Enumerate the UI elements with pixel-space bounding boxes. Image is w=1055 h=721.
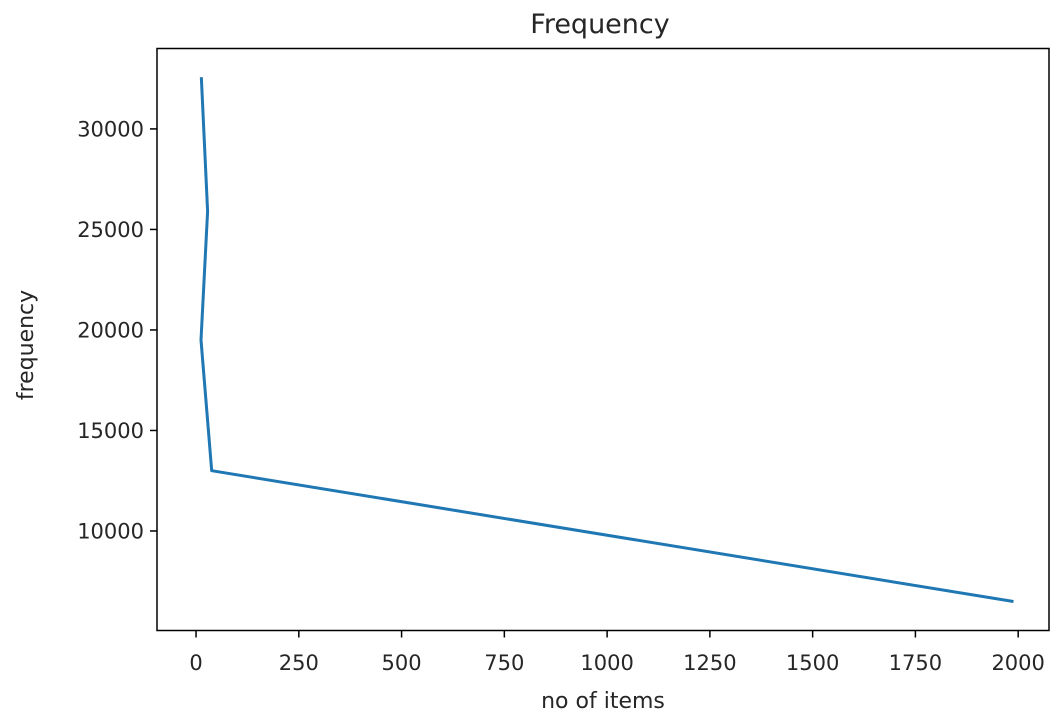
x-tick-label: 1750 [889,651,942,675]
x-axis-label: no of items [541,689,665,714]
x-tick-label: 1000 [580,651,633,675]
y-tick-label: 15000 [77,419,144,443]
plot-frame [156,47,1050,632]
y-tick-label: 10000 [77,519,144,543]
x-tick-label: 0 [189,651,202,675]
x-tick-label: 2000 [991,651,1044,675]
series-line-1 [199,77,1014,604]
chart-title: Frequency [530,9,670,40]
y-tick-label: 20000 [77,318,144,342]
y-axis-label: frequency [14,290,39,400]
x-tick-label: 500 [382,651,422,675]
x-tick-label: 1500 [786,651,839,675]
y-axis: 10000 15000 20000 25000 30000 [77,117,157,543]
x-tick-label: 250 [279,651,319,675]
y-tick-label: 30000 [77,117,144,141]
y-tick-label: 25000 [77,218,144,242]
plot-area [199,77,1014,604]
x-tick-label: 1250 [683,651,736,675]
x-axis: 0 250 500 750 1000 1250 1500 1750 2000 [189,630,1045,675]
x-tick-label: 750 [484,651,524,675]
